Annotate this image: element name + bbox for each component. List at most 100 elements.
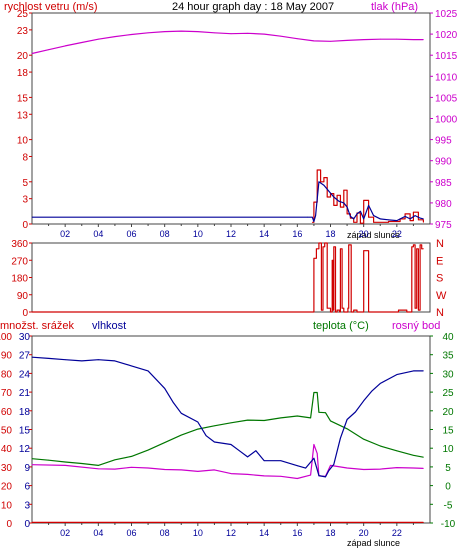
- wind-direction-series-point: [31, 311, 33, 313]
- temperature-series-point: [131, 456, 132, 457]
- pressure-series-point: [263, 33, 265, 35]
- sunset-label-bottom: západ slunce: [347, 538, 400, 548]
- dewpoint-series-point: [114, 468, 116, 470]
- temperature-series-point: [296, 415, 298, 417]
- humidity-ytick-label: 18: [19, 407, 31, 418]
- wind-direction-series-point: [418, 309, 419, 311]
- wind-gust-series-point: [311, 221, 313, 223]
- wind-average-series-point: [338, 200, 340, 202]
- wind-direction-series-point: [326, 307, 328, 309]
- wind-average-series-point: [388, 219, 389, 221]
- temperature-series-point: [423, 456, 424, 458]
- humidity-axis-label: vlhkost: [92, 320, 126, 332]
- temp-ytick-label: 5: [445, 463, 451, 474]
- humidity-series-point: [31, 356, 33, 358]
- temperature-series-point: [230, 422, 232, 424]
- wind-average-series-point: [409, 218, 411, 220]
- wind-gust-series-point: [368, 216, 369, 218]
- dewpoint-series-point: [147, 467, 149, 469]
- wind-direction-series-point: [333, 246, 335, 248]
- temp-ytick-label: 25: [442, 388, 454, 399]
- wind-ytick-label: 0: [22, 220, 28, 231]
- pressure-series-point: [197, 31, 199, 32]
- temperature-series-point: [396, 450, 398, 452]
- plot-frame-2: [31, 242, 431, 313]
- xtick-label-top: 12: [226, 229, 236, 239]
- wind-average-series-point: [404, 216, 406, 217]
- wind-gust-series-point: [326, 196, 328, 198]
- humidity-series-point: [318, 475, 320, 476]
- pressure-series-point: [280, 35, 282, 37]
- pressure-series-point: [114, 36, 116, 37]
- wind-direction-series-point: [313, 257, 315, 259]
- pressure-series-point: [296, 38, 298, 40]
- humidity-series-point: [114, 360, 116, 362]
- dewpoint-series-point: [164, 469, 166, 470]
- temperature-series-point: [64, 461, 66, 463]
- wind-direction-series-point: [335, 311, 336, 313]
- pressure-series-point: [81, 42, 83, 43]
- wind-direction-series-point: [350, 311, 352, 313]
- temperature-series-point: [180, 434, 182, 436]
- wind-direction-series-point: [398, 309, 399, 311]
- wind-average-series-point: [356, 213, 358, 215]
- humidity-series-point: [363, 400, 365, 402]
- wind-direction-series-point: [343, 311, 345, 313]
- temperature-axis-label: teplota (°C): [313, 320, 369, 332]
- wind-average-series-point: [313, 221, 315, 222]
- humidity-ytick-label: 9: [24, 463, 30, 474]
- xtick-label-bottom: 22: [392, 528, 402, 538]
- humidity-ytick-label: 30: [19, 332, 31, 343]
- humidity-series-point: [255, 450, 257, 452]
- humidity-series-point: [81, 360, 83, 362]
- compass-label: E: [436, 255, 443, 267]
- temperature-series-point: [147, 449, 149, 451]
- wind-direction-series-point: [324, 242, 326, 244]
- temp-ytick-label: 40: [442, 332, 454, 343]
- temperature-series-point: [97, 465, 99, 466]
- wind-average-series-point: [343, 202, 345, 204]
- wind-gust-series-point: [423, 221, 424, 223]
- page-title: 24 hour graph day : 18 May 2007: [172, 1, 334, 13]
- wind-average-series-point: [363, 218, 365, 220]
- wind-average-series-point: [379, 218, 381, 220]
- dewpoint-series-point: [413, 467, 414, 469]
- wind-ytick-label: 18: [17, 68, 29, 79]
- wind-ytick-label: 8: [22, 152, 28, 163]
- wind-gust-series-point: [413, 211, 414, 213]
- wind-direction-series-point: [330, 311, 331, 313]
- humidity-series-point: [413, 370, 414, 372]
- wind-direction-series-point: [411, 246, 413, 248]
- humidity-ytick-label: 3: [24, 500, 30, 511]
- dewpoint-series-point: [180, 469, 182, 471]
- wind-direction-series-point: [353, 309, 355, 311]
- humidity-series-point: [230, 444, 232, 445]
- sunset-label-top: západ slunce: [347, 230, 400, 240]
- xtick-label-top: 10: [193, 229, 203, 239]
- temperature-series-point: [197, 428, 199, 430]
- wind-gust-series-point: [313, 201, 315, 203]
- temperature-series-point: [313, 392, 315, 393]
- dewpoint-series-point: [214, 469, 215, 471]
- temperature-series-point: [310, 417, 311, 419]
- humidity-series-point: [325, 476, 326, 478]
- humidity-series-point: [180, 412, 182, 414]
- dewpoint-series-point: [263, 475, 265, 477]
- pressure-ytick-label: 990: [435, 157, 452, 168]
- temp-ytick-label: 30: [442, 369, 454, 380]
- dewpoint-series-point: [247, 474, 249, 475]
- pressure-series-point: [313, 40, 315, 42]
- pressure-series-point: [346, 40, 348, 41]
- humidity-ytick-label: 0: [24, 519, 30, 530]
- temperature-series-point: [318, 411, 320, 413]
- humidity-series-point: [355, 411, 356, 413]
- pressure-ytick-label: 975: [435, 220, 452, 231]
- temperature-series-point: [325, 412, 326, 414]
- humidity-series-point: [205, 435, 207, 437]
- wind-ytick-label: 20: [17, 51, 29, 62]
- temp-ytick-label: -5: [444, 500, 453, 511]
- wind-average-series-point: [396, 220, 398, 222]
- temperature-series-point: [164, 442, 166, 443]
- rain-ytick-label: 30: [1, 463, 13, 474]
- pressure-series-point: [31, 53, 33, 54]
